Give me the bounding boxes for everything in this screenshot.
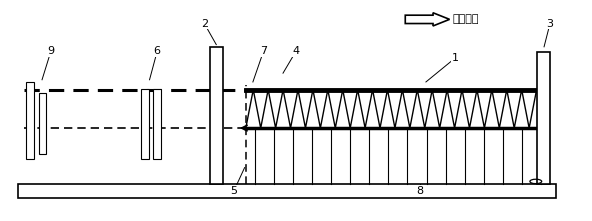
- Bar: [537, 52, 550, 184]
- Text: 移动方向: 移动方向: [452, 14, 479, 24]
- Bar: [18, 184, 556, 198]
- Text: 6: 6: [154, 46, 160, 56]
- Bar: [153, 89, 161, 159]
- Text: 8: 8: [416, 186, 424, 196]
- Text: 4: 4: [292, 46, 300, 56]
- Text: 9: 9: [47, 46, 54, 56]
- Text: 2: 2: [201, 19, 208, 29]
- Text: 1: 1: [452, 53, 459, 63]
- Text: 3: 3: [546, 19, 554, 29]
- Bar: [141, 89, 149, 159]
- FancyArrow shape: [406, 13, 449, 26]
- Text: 5: 5: [230, 186, 237, 196]
- Text: 7: 7: [260, 46, 267, 56]
- Bar: [39, 93, 46, 154]
- Bar: [25, 82, 34, 159]
- Bar: [210, 47, 223, 184]
